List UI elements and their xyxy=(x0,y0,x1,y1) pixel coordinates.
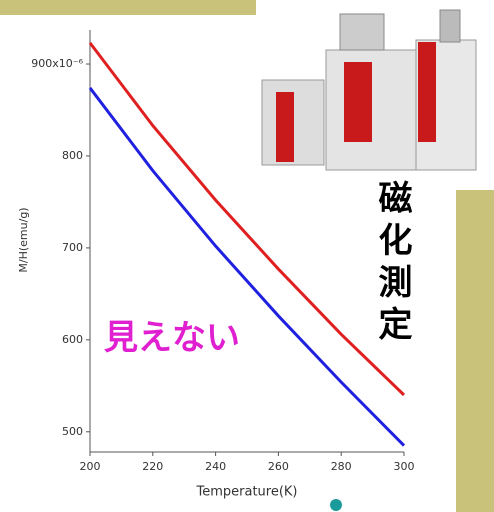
deco-bar xyxy=(456,190,494,512)
x-axis-label: Temperature(K) xyxy=(195,485,297,500)
x-tick-label: 240 xyxy=(205,460,226,473)
y-tick-label: 800 xyxy=(62,149,83,162)
deco-dot xyxy=(330,499,342,511)
instrument-image xyxy=(262,10,476,170)
x-tick-label: 280 xyxy=(331,460,352,473)
x-tick-label: 260 xyxy=(268,460,289,473)
x-tick-label: 220 xyxy=(142,460,163,473)
annotation: 磁化測定 xyxy=(368,180,417,348)
slide: M/H(emu/g) Temperature(K) 500 600 700 800 90… xyxy=(0,0,494,512)
x-tick-label: 300 xyxy=(394,460,415,473)
chart: M/H(emu/g) Temperature(K) 500 600 700 800 90… xyxy=(0,0,494,512)
y-tick-label: 600 xyxy=(62,333,83,346)
y-tick-label: 500 xyxy=(62,425,83,438)
x-tick-label: 200 xyxy=(80,460,101,473)
y-tick-label: 900x10⁻⁶ xyxy=(31,57,83,70)
annotation: 見えない xyxy=(104,310,240,359)
y-tick-label: 700 xyxy=(62,241,83,254)
deco-bar xyxy=(0,0,256,15)
y-axis-label: M/H(emu/g) xyxy=(17,207,30,272)
